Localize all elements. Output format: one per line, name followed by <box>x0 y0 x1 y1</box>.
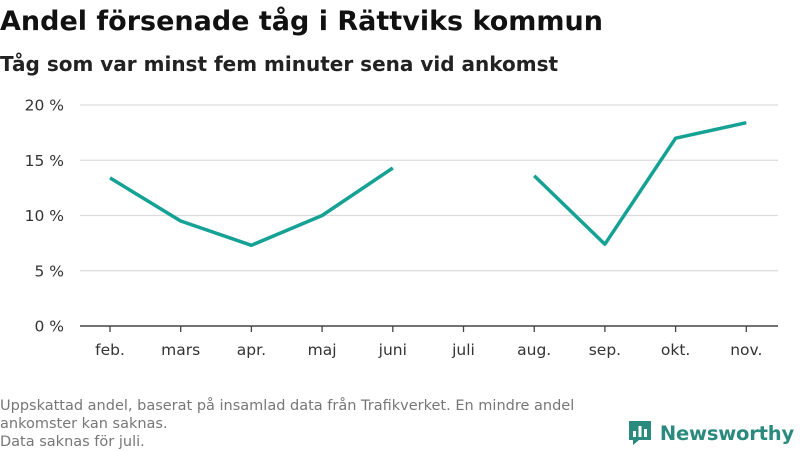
y-tick-label: 0 % <box>34 318 64 336</box>
data-series <box>109 120 747 248</box>
brand-name: Newsworthy <box>659 421 794 445</box>
x-tick-label: aug. <box>517 341 551 359</box>
x-tick-label: nov. <box>730 341 762 359</box>
x-axis: feb. mars apr. maj juni juli aug. sep. okt. nov. <box>80 325 778 359</box>
series-line <box>532 120 747 246</box>
bar-chart-speech-bubble-icon <box>628 421 651 445</box>
series-line <box>109 166 394 248</box>
y-tick-label: 10 % <box>25 207 64 225</box>
x-tick-label: mars <box>161 341 200 359</box>
y-axis-tick-labels: 0 % 5 % 10 % 15 % 20 % <box>25 97 64 336</box>
x-tick-label: juli <box>451 341 475 359</box>
newsworthy-logo[interactable]: Newsworthy <box>627 419 794 447</box>
x-tick-label: feb. <box>95 341 125 359</box>
footnote-line: ankomster kan saknas. <box>0 416 168 432</box>
x-tick-label: apr. <box>237 341 266 359</box>
chart-title: Andel försenade tåg i Rättviks kommun <box>0 6 603 37</box>
chart-subtitle: Tåg som var minst fem minuter sena vid a… <box>0 52 559 76</box>
x-tick-label: okt. <box>661 341 690 359</box>
footnote-line: Data saknas för juli. <box>0 434 145 450</box>
y-tick-label: 5 % <box>34 262 64 280</box>
line-chart: 0 % 5 % 10 % 15 % 20 % feb. mars apr. maj juni ju… <box>25 97 778 359</box>
x-tick-label: sep. <box>589 341 621 359</box>
y-tick-label: 15 % <box>25 152 64 170</box>
grid-lines <box>80 104 778 272</box>
x-tick-label: maj <box>308 341 337 359</box>
y-tick-label: 20 % <box>25 97 64 115</box>
footnote-line: Uppskattad andel, baserat på insamlad da… <box>0 398 575 414</box>
footnote: Uppskattad andel, baserat på insamlad da… <box>0 397 640 451</box>
x-tick-label: juni <box>378 341 407 359</box>
